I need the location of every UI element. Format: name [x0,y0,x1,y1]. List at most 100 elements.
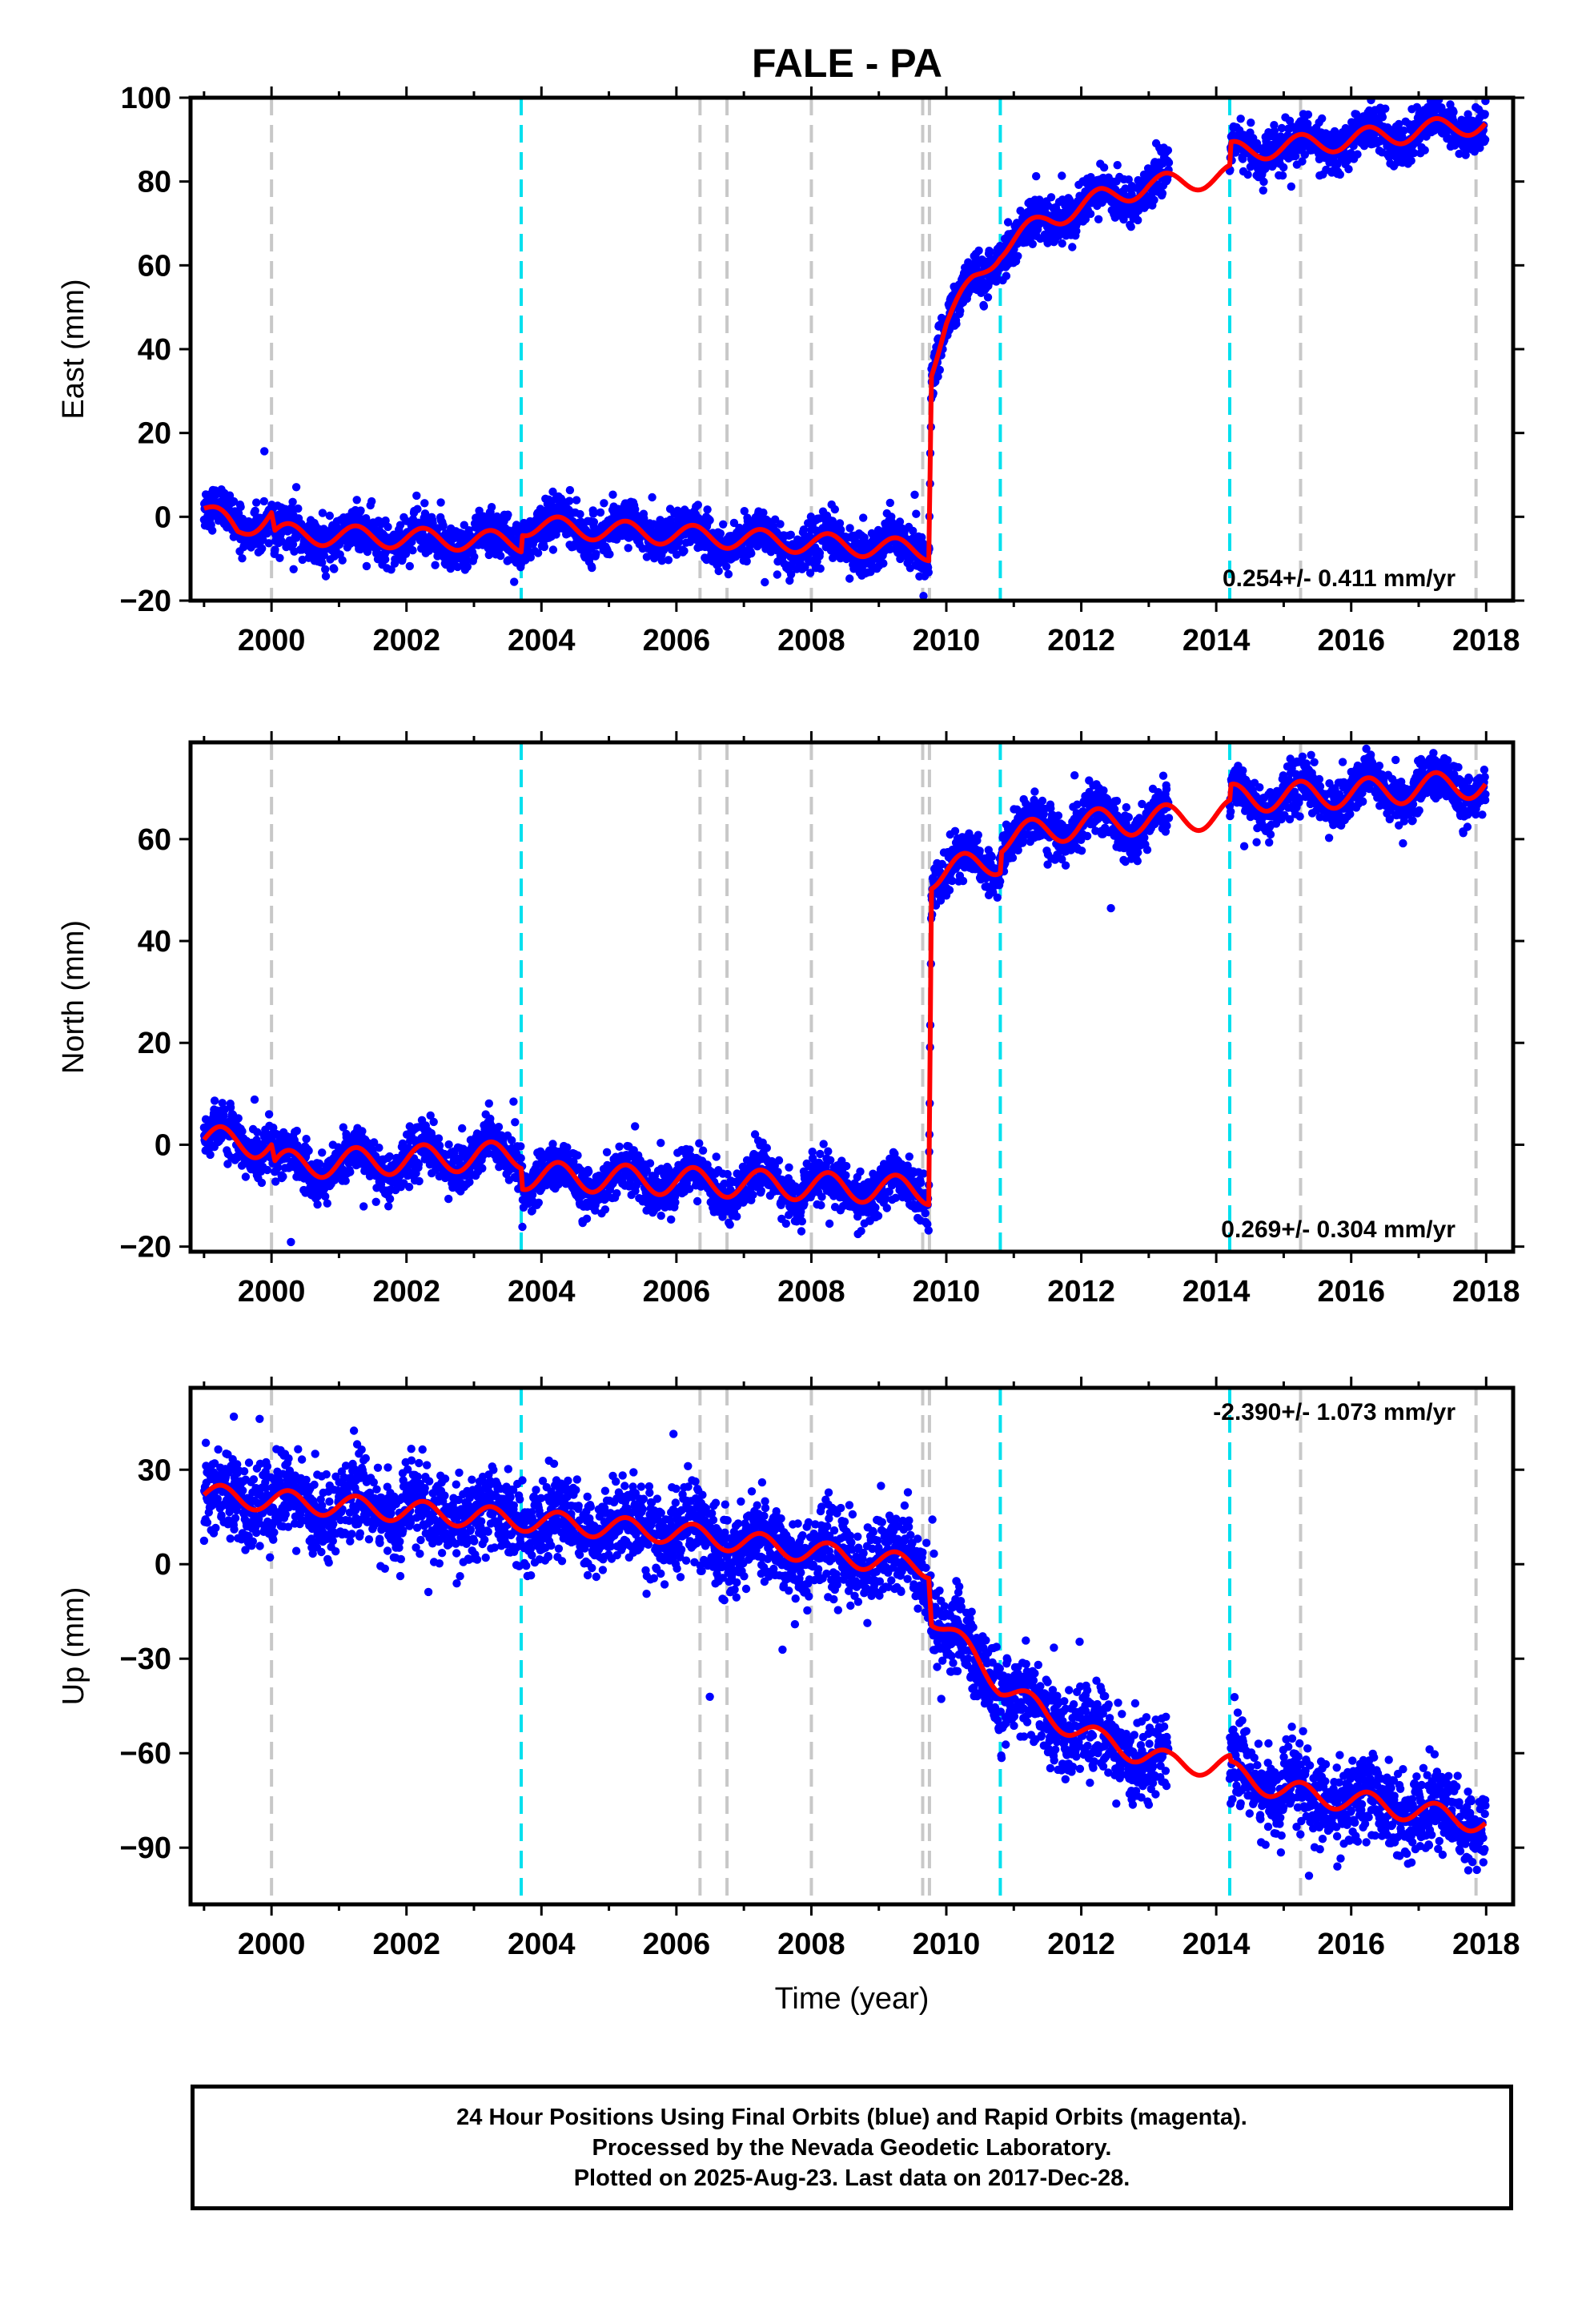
position-point [319,551,328,560]
position-point [648,493,656,502]
position-point [238,554,247,563]
position-point [565,485,575,495]
position-point [722,562,731,571]
position-point [540,542,548,552]
position-point [404,1183,414,1192]
x-tick-label: 2010 [913,624,981,657]
position-point [793,535,802,544]
position-point [747,549,756,558]
position-point [323,1199,331,1208]
position-point [716,529,725,538]
final-orbit-points [199,742,1490,1247]
position-point [277,537,287,546]
position-point [250,1095,259,1104]
y-tick-label: 100 [121,82,171,115]
position-point [657,557,666,565]
position-point [287,1237,295,1247]
position-point [588,509,598,518]
position-point [516,1142,525,1151]
position-point [338,556,347,565]
position-point [241,1172,251,1181]
position-point [238,1127,247,1136]
position-point [509,1097,518,1106]
position-point [859,513,868,522]
x-tick-label: 2006 [643,624,711,657]
position-point [434,1134,444,1143]
y-tick-label: 60 [138,249,171,283]
position-point [1046,193,1056,202]
position-point [484,1099,493,1108]
position-point [274,1163,283,1172]
position-point [845,574,854,583]
position-point [526,553,535,562]
position-point [387,565,396,574]
position-point [234,1114,243,1123]
position-point [252,498,261,507]
position-point [693,501,702,509]
position-point [705,516,714,525]
position-point [412,491,421,501]
position-point [439,521,448,530]
position-point [428,519,437,528]
position-point [729,518,739,528]
position-point [494,1123,504,1132]
position-point [478,1164,487,1173]
position-point [1158,189,1167,198]
position-point [1407,156,1415,165]
position-point [742,557,751,566]
position-point [974,246,983,255]
position-point [576,509,584,519]
position-point [458,1124,467,1133]
position-point [325,511,334,521]
position-point [302,1135,311,1144]
position-point [362,561,371,571]
position-point [714,566,723,576]
position-point [486,1114,495,1124]
position-point [287,505,297,513]
position-point [1420,146,1429,155]
position-point [291,483,301,492]
position-point [1126,223,1135,231]
position-point [289,565,298,573]
position-point [1335,170,1345,179]
position-point [298,555,307,565]
position-point [294,504,303,513]
position-point [405,561,414,571]
position-point [470,553,479,561]
position-point [592,549,600,558]
position-point [1353,150,1362,159]
position-point [799,525,809,534]
position-point [534,1198,543,1208]
position-point [352,496,361,505]
position-point [910,490,919,499]
position-point [381,516,390,525]
position-point [719,520,728,529]
position-point [371,1197,380,1207]
position-point [805,569,815,577]
position-point [1002,271,1011,280]
panel-1: 2000 2002 2004 2006 2008 2010 2012 2014 2016 2018… [57,82,1524,657]
y-tick-label: 20 [138,417,171,451]
position-point [1279,163,1288,172]
position-point [815,549,825,557]
position-point [516,1154,525,1163]
position-point [1247,119,1255,127]
position-point [879,559,888,568]
position-point [260,447,269,456]
position-point [986,247,994,256]
position-point [275,553,284,562]
final-orbit-points [199,98,1490,601]
position-point [1243,170,1252,179]
position-point [367,497,376,506]
position-point [761,577,769,587]
position-point [1032,171,1041,181]
position-point [408,546,417,555]
x-tick-label: 2002 [372,624,440,657]
position-point [1259,186,1268,195]
position-point [462,556,472,565]
position-point [396,521,405,529]
position-point [664,556,673,565]
position-point [346,1168,355,1176]
position-point [208,526,217,535]
position-point [1236,115,1245,123]
